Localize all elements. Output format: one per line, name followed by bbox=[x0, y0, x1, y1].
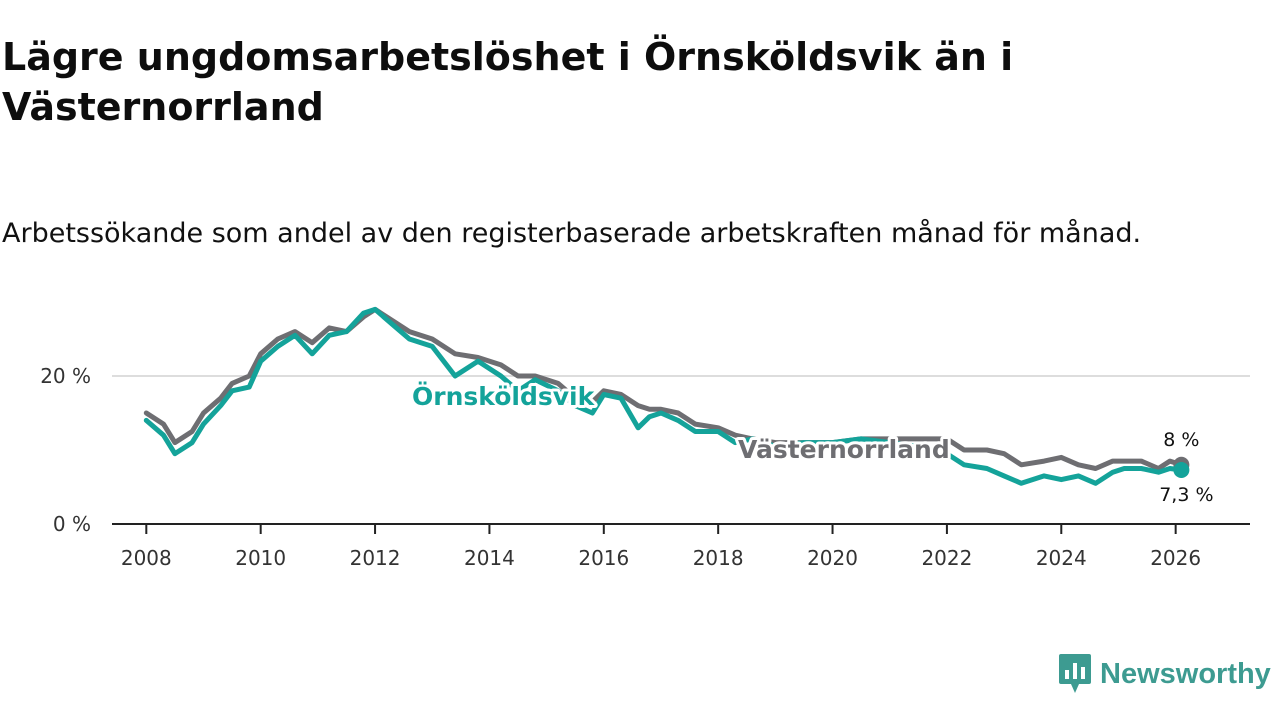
end-point-ornskoldsvik bbox=[1173, 461, 1190, 478]
x-tick-label: 2022 bbox=[921, 546, 972, 570]
x-tick-label: 2020 bbox=[807, 546, 858, 570]
brand-name: Newsworthy bbox=[1100, 657, 1271, 690]
x-tick-label: 2026 bbox=[1150, 546, 1201, 570]
x-tick-label: 2012 bbox=[350, 546, 401, 570]
end-label-vasternorrland: 8 % bbox=[1163, 429, 1199, 451]
chart-subtitle: Arbetssökande som andel av den registerb… bbox=[2, 218, 1142, 249]
gridlines: 0 % 20 % bbox=[40, 364, 1250, 536]
x-tick-label: 2010 bbox=[235, 546, 286, 570]
x-tick-label: 2008 bbox=[121, 546, 172, 570]
label-layer: Örnsköldsvik Västernorrland 8 % 7,3 % bbox=[409, 378, 1214, 506]
series-label-ornskoldsvik: Örnsköldsvik bbox=[412, 381, 596, 411]
series-line-ornskoldsvik bbox=[143, 306, 1184, 486]
chart-title: Lägre ungdomsarbetslöshet i Örnsköldsvik… bbox=[2, 35, 1014, 129]
series-layer bbox=[143, 306, 1190, 486]
end-label-ornskoldsvik: 7,3 % bbox=[1159, 484, 1213, 506]
x-tick-label: 2018 bbox=[693, 546, 744, 570]
x-tick-label: 2016 bbox=[578, 546, 629, 570]
x-axis: 2008 2010 2012 2014 2016 2018 2020 2022 2024 2026 bbox=[112, 523, 1250, 570]
x-tick-label: 2014 bbox=[464, 546, 515, 570]
newsworthy-brand[interactable]: Newsworthy bbox=[1058, 652, 1271, 696]
series-label-vasternorrland: Västernorrland bbox=[738, 435, 950, 464]
y-tick-label: 0 % bbox=[53, 512, 91, 536]
y-tick-label: 20 % bbox=[40, 364, 91, 388]
x-tick-label: 2024 bbox=[1036, 546, 1087, 570]
newsworthy-logo-icon bbox=[1059, 654, 1091, 693]
series-line-vasternorrland bbox=[143, 306, 1184, 471]
